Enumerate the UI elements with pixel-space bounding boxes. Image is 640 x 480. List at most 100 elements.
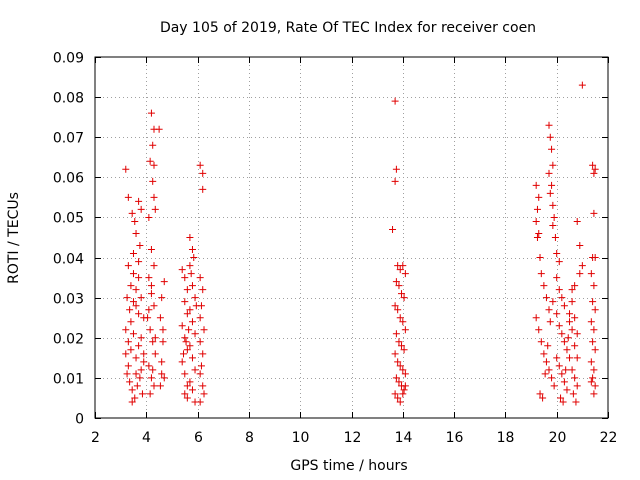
x-tick-label: 20 [549, 430, 567, 446]
data-point [568, 326, 576, 334]
x-tick-label: 16 [446, 430, 464, 446]
data-point [138, 390, 146, 398]
data-point [181, 334, 189, 342]
data-point [578, 81, 586, 89]
data-point [532, 314, 540, 322]
data-point [145, 306, 153, 314]
data-point [396, 314, 404, 322]
data-point [550, 382, 558, 390]
data-point [590, 209, 598, 217]
y-axis-label: ROTI / TECUs [6, 192, 22, 284]
data-point [124, 262, 132, 270]
data-point [182, 338, 190, 346]
data-point [566, 318, 574, 326]
data-point [156, 382, 164, 390]
data-point [191, 366, 199, 374]
data-point [178, 266, 186, 274]
data-point [568, 298, 576, 306]
data-point [563, 386, 571, 394]
data-point [548, 374, 556, 382]
data-point [568, 286, 576, 294]
data-point [181, 390, 189, 398]
data-point [124, 362, 132, 370]
data-point [399, 262, 407, 270]
x-tick-label: 18 [497, 430, 515, 446]
data-point [127, 318, 135, 326]
data-point [571, 342, 579, 350]
data-point [399, 366, 407, 374]
data-point [391, 177, 399, 185]
data-point [122, 326, 130, 334]
data-point [158, 370, 166, 378]
data-point [129, 298, 137, 306]
y-tick-label: 0.08 [53, 91, 84, 107]
data-point [159, 326, 167, 334]
data-point [136, 242, 144, 250]
data-point [392, 165, 400, 173]
data-point [589, 374, 597, 382]
data-point [590, 282, 598, 290]
data-point [137, 205, 145, 213]
data-point [132, 286, 140, 294]
y-axis: 0 0.01 0.02 0.03 0.04 0.05 0.06 0.07 0.08 0.09 [53, 51, 608, 428]
data-point [542, 294, 550, 302]
data-point [188, 354, 196, 362]
data-point [535, 229, 543, 237]
data-point [545, 169, 553, 177]
data-point [128, 398, 136, 406]
plot-frame [94, 56, 609, 419]
data-point [553, 354, 561, 362]
data-point [149, 177, 157, 185]
data-point [555, 258, 563, 266]
data-point [392, 278, 400, 286]
data-point [186, 234, 194, 241]
data-point [545, 121, 553, 129]
data-point [191, 330, 199, 338]
data-point [186, 306, 194, 314]
data-point [140, 358, 148, 366]
data-point [532, 181, 540, 189]
data-point [147, 246, 155, 254]
data-point [532, 217, 540, 225]
data-point [196, 398, 204, 406]
data-point [549, 161, 557, 169]
data-point [535, 193, 543, 201]
data-point [533, 205, 541, 213]
data-point [132, 229, 140, 237]
data-point [196, 314, 204, 322]
data-point [183, 346, 191, 354]
data-point [149, 366, 157, 374]
data-point [401, 370, 409, 378]
data-point [136, 374, 144, 382]
data-point [196, 274, 204, 282]
data-point [150, 302, 158, 310]
data-point [392, 374, 400, 382]
y-tick-label: 0.01 [53, 372, 84, 388]
data-point [178, 358, 186, 366]
data-point [135, 258, 143, 266]
data-point [178, 322, 186, 330]
y-tick-label: 0.05 [53, 211, 84, 227]
data-point [573, 217, 581, 225]
data-point [539, 394, 547, 402]
data-point [389, 225, 397, 233]
data-point [573, 330, 581, 338]
data-point [128, 386, 136, 394]
data-point [181, 298, 189, 306]
data-point [590, 366, 598, 374]
data-point [535, 326, 543, 334]
x-tick-label: 10 [292, 430, 310, 446]
y-tick-label: 0.06 [53, 171, 84, 187]
data-point [555, 322, 563, 330]
data-point [557, 394, 565, 402]
data-point [132, 354, 140, 362]
x-tick-label: 12 [344, 430, 362, 446]
y-tick-label: 0.02 [53, 332, 84, 348]
data-point [589, 298, 597, 306]
data-point [137, 366, 145, 374]
data-point [555, 362, 563, 370]
data-point [541, 370, 549, 378]
data-point [546, 133, 554, 141]
data-point [145, 213, 153, 221]
